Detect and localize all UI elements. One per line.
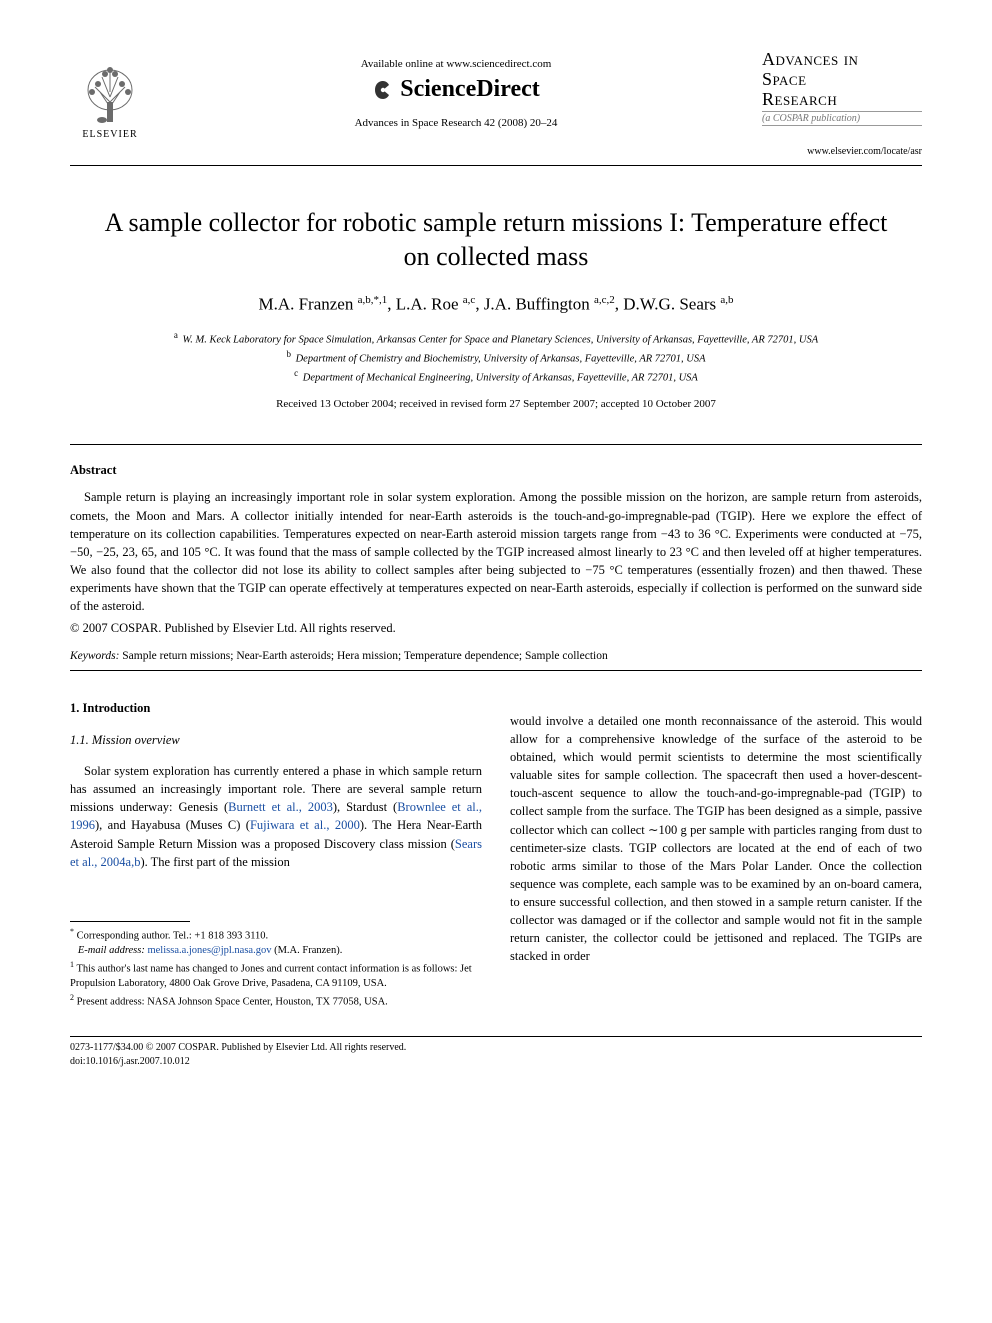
left-column: 1. Introduction 1.1. Mission overview So… xyxy=(70,699,482,1009)
center-header: Available online at www.sciencedirect.co… xyxy=(150,50,762,129)
elsevier-logo: ELSEVIER xyxy=(70,50,150,140)
section-1-heading: 1. Introduction xyxy=(70,699,482,717)
affiliations: a W. M. Keck Laboratory for Space Simula… xyxy=(70,329,922,387)
article-title: A sample collector for robotic sample re… xyxy=(100,206,892,274)
elsevier-tree-icon xyxy=(80,62,140,127)
citation-line: Advances in Space Research 42 (2008) 20–… xyxy=(150,117,762,129)
footnotes: * Corresponding author. Tel.: +1 818 393… xyxy=(70,926,482,1010)
body-columns: 1. Introduction 1.1. Mission overview So… xyxy=(70,699,922,1009)
footnote-2: 2 Present address: NASA Johnson Space Ce… xyxy=(70,992,482,1010)
email-link[interactable]: melissa.a.jones@jpl.nasa.gov xyxy=(147,945,271,956)
sciencedirect-icon xyxy=(372,79,394,101)
right-column-paragraph: would involve a detailed one month recon… xyxy=(510,712,922,966)
affiliation-c: Department of Mechanical Engineering, Un… xyxy=(303,373,698,384)
email-label: E-mail address: xyxy=(78,945,145,956)
affiliation-b: Department of Chemistry and Biochemistry… xyxy=(296,353,706,364)
footnote-1: 1 This author's last name has changed to… xyxy=(70,959,482,992)
available-online-text: Available online at www.sciencedirect.co… xyxy=(150,58,762,70)
journal-title: Advances in Space Research xyxy=(762,50,922,109)
ref-burnett[interactable]: Burnett et al., 2003 xyxy=(228,800,333,814)
cospar-line: (a COSPAR publication) xyxy=(762,111,922,126)
authors-line: M.A. Franzen a,b,*,1, L.A. Roe a,c, J.A.… xyxy=(70,294,922,315)
footnote-email: E-mail address: melissa.a.jones@jpl.nasa… xyxy=(70,944,482,959)
copyright-line: © 2007 COSPAR. Published by Elsevier Ltd… xyxy=(70,621,922,636)
journal-title-line2: Space xyxy=(762,69,807,89)
journal-title-line3: Research xyxy=(762,89,837,109)
footnote-rule xyxy=(70,921,190,922)
ref-fujiwara[interactable]: Fujiwara et al., 2000 xyxy=(250,818,360,832)
journal-title-line1: Advances in xyxy=(762,49,858,69)
p1-mid1: ), Stardust ( xyxy=(333,800,397,814)
page-footer: 0273-1177/$34.00 © 2007 COSPAR. Publishe… xyxy=(70,1036,922,1069)
header: ELSEVIER Available online at www.science… xyxy=(70,50,922,157)
footer-copyright: 0273-1177/$34.00 © 2007 COSPAR. Publishe… xyxy=(70,1041,922,1055)
email-name: (M.A. Franzen). xyxy=(274,945,342,956)
rule-below-keywords xyxy=(70,670,922,671)
journal-box: Advances in Space Research (a COSPAR pub… xyxy=(762,50,922,157)
abstract-body: Sample return is playing an increasingly… xyxy=(70,488,922,615)
keywords-line: Keywords: Sample return missions; Near-E… xyxy=(70,650,922,662)
footer-doi: doi:10.1016/j.asr.2007.10.012 xyxy=(70,1055,922,1069)
sciencedirect-logo: ScienceDirect xyxy=(150,76,762,103)
intro-paragraph: Solar system exploration has currently e… xyxy=(70,762,482,871)
elsevier-label: ELSEVIER xyxy=(82,129,137,140)
abstract-label: Abstract xyxy=(70,463,922,478)
journal-url: www.elsevier.com/locate/asr xyxy=(762,146,922,157)
footnote-corr: * Corresponding author. Tel.: +1 818 393… xyxy=(70,926,482,944)
rule-top xyxy=(70,165,922,166)
rule-above-abstract xyxy=(70,444,922,445)
dates-line: Received 13 October 2004; received in re… xyxy=(70,398,922,410)
right-column: would involve a detailed one month recon… xyxy=(510,699,922,1009)
footnote-1-text: This author's last name has changed to J… xyxy=(70,963,472,989)
affiliation-a: W. M. Keck Laboratory for Space Simulati… xyxy=(182,334,818,345)
footnote-corr-text: Corresponding author. Tel.: +1 818 393 3… xyxy=(77,930,269,941)
p1-post: ). The first part of the mission xyxy=(140,855,289,869)
footnote-2-text: Present address: NASA Johnson Space Cent… xyxy=(77,996,388,1007)
section-1-1-heading: 1.1. Mission overview xyxy=(70,731,482,749)
keywords-label: Keywords: xyxy=(70,650,119,662)
keywords-text: Sample return missions; Near-Earth aster… xyxy=(122,650,607,662)
sciencedirect-text: ScienceDirect xyxy=(400,76,540,103)
abstract-text: Sample return is playing an increasingly… xyxy=(70,488,922,615)
p1-mid2: ), and Hayabusa (Muses C) ( xyxy=(95,818,250,832)
